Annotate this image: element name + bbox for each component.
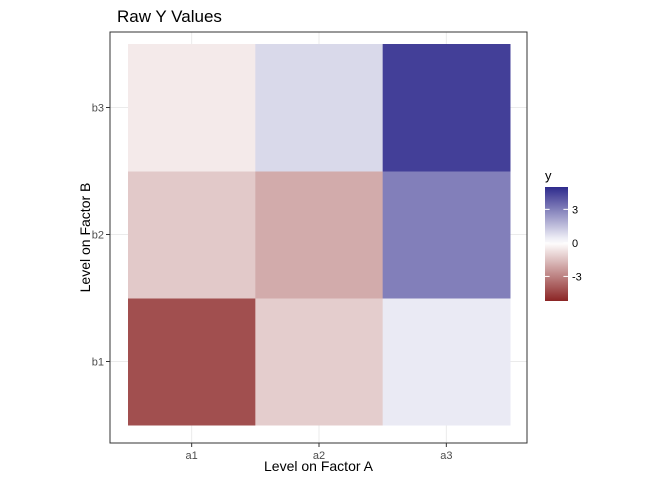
heatmap-cell-a1-b3 <box>128 44 256 172</box>
heatmap-cell-a3-b2 <box>382 171 511 299</box>
y-axis-ticks: b1 b2 b3 <box>92 103 110 369</box>
heatmap-cell-a3-b1 <box>382 298 511 426</box>
heatmap-cell-a1-b1 <box>128 298 256 426</box>
heatmap-cell-a2-b3 <box>255 44 384 172</box>
x-tick-label-a2: a2 <box>313 450 325 462</box>
plot-panel <box>109 31 528 444</box>
legend-ticks: 3 0 -3 <box>545 204 582 283</box>
legend-tick-label: -3 <box>572 271 582 283</box>
heatmap-cell-a2-b2 <box>255 171 384 299</box>
heatmap-cell-a2-b1 <box>255 298 384 426</box>
y-axis-title: Level on Factor B <box>77 183 93 293</box>
y-tick-label-b1: b1 <box>92 357 104 369</box>
heatmap-cells <box>128 44 511 426</box>
heatmap-cell-a3-b3 <box>382 44 511 172</box>
color-legend: y 3 0 -3 <box>545 168 582 301</box>
x-axis-title: Level on Factor A <box>264 458 374 474</box>
heatmap-cell-a1-b2 <box>128 171 256 299</box>
x-tick-label-a3: a3 <box>440 450 452 462</box>
y-tick-label-b3: b3 <box>92 103 104 115</box>
chart-title: Raw Y Values <box>117 7 222 26</box>
x-tick-label-a1: a1 <box>186 450 198 462</box>
legend-colorbar <box>545 187 568 301</box>
x-axis-ticks: a1 a2 a3 <box>186 443 452 462</box>
legend-tick-label: 0 <box>572 238 578 250</box>
legend-title: y <box>545 168 552 183</box>
y-tick-label-b2: b2 <box>92 230 104 242</box>
legend-tick-label: 3 <box>572 204 578 216</box>
